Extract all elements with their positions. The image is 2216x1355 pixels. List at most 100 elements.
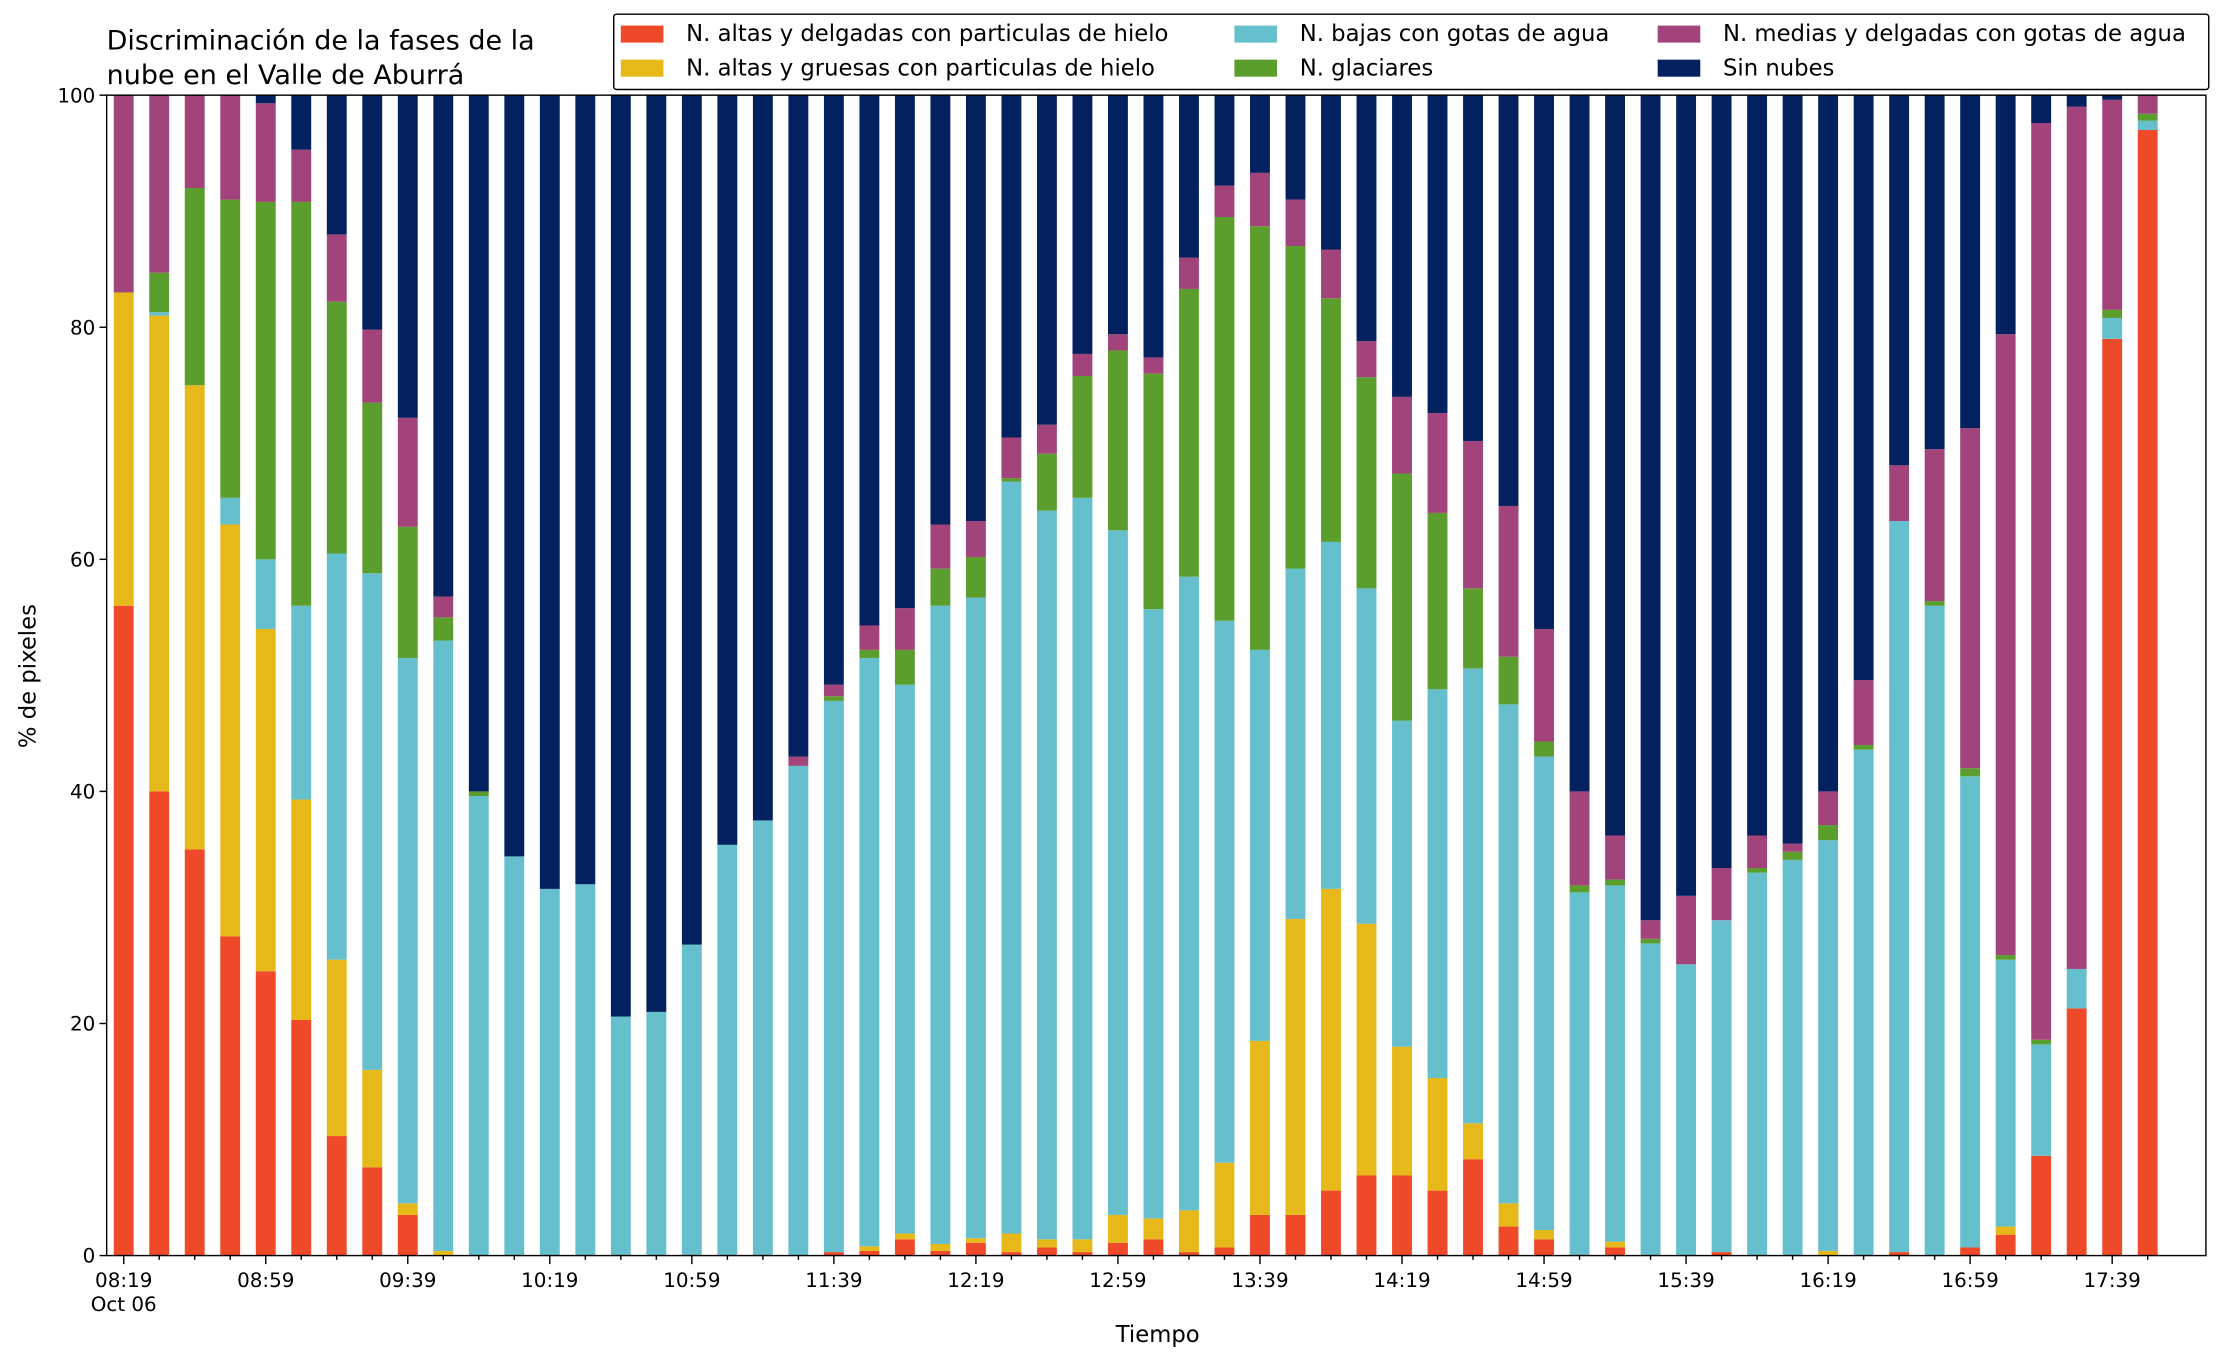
bar-segment — [291, 95, 312, 150]
bar-segment — [149, 315, 170, 792]
bar-segment — [1143, 373, 1164, 610]
bar-segment — [1889, 465, 1910, 522]
bar-segment — [1924, 95, 1945, 450]
bar-segment — [468, 796, 489, 1256]
bar-segment — [1605, 835, 1626, 880]
bar-segment — [326, 234, 347, 302]
bar-segment — [504, 856, 525, 1256]
bar-segment — [894, 95, 915, 609]
bar-segment — [1321, 888, 1341, 1191]
bar-segment — [1534, 1230, 1554, 1240]
bar-segment — [646, 95, 667, 1012]
bar-segment — [965, 521, 986, 558]
bar-segment — [894, 649, 915, 685]
bar-segment — [1356, 341, 1377, 378]
bar-segment — [291, 1020, 312, 1256]
bar-segment — [717, 844, 738, 1256]
bar-segment — [859, 625, 880, 650]
bar-segment — [291, 201, 312, 606]
bar-segment — [468, 95, 489, 792]
bar-segment — [1782, 851, 1803, 860]
bar-segment — [1036, 95, 1057, 425]
legend-swatch — [1657, 59, 1701, 77]
bar-segment — [1924, 449, 1945, 602]
x-tick-label: 08:19 — [95, 1269, 152, 1292]
bar-segment — [1711, 867, 1732, 921]
bar-segment — [823, 1252, 844, 1256]
bar-segment — [2031, 123, 2052, 1040]
y-tick-label: 80 — [70, 316, 95, 339]
bar-segment — [1392, 1175, 1412, 1256]
bar-segment — [397, 1214, 418, 1256]
bar-segment — [2102, 99, 2123, 310]
bar-segment — [1498, 1203, 1519, 1227]
bar-segment — [1676, 895, 1697, 965]
bar-segment — [1463, 440, 1483, 589]
bar-segment — [1143, 1239, 1164, 1256]
bar-segment — [1747, 95, 1768, 836]
bar-segment — [1782, 95, 1803, 844]
bar-segment — [433, 1250, 454, 1256]
x-tick-label: 12:19 — [947, 1269, 1004, 1292]
bar-segment — [1250, 95, 1270, 173]
bar-segment — [1960, 768, 1981, 777]
bar-segment — [2102, 309, 2123, 318]
bar-segment — [1108, 1242, 1128, 1256]
x-tick-label: 17:39 — [2084, 1269, 2141, 1292]
bar-segment — [1427, 413, 1448, 513]
bar-segment — [788, 95, 809, 757]
bar-segment — [2066, 968, 2087, 1009]
bar-segment — [717, 95, 738, 845]
bar-segment — [1321, 541, 1341, 889]
bar-segment — [1534, 628, 1554, 742]
bar-segment — [1960, 1247, 1981, 1256]
x-tick-label: 14:19 — [1373, 1269, 1430, 1292]
bar-segment — [1356, 1175, 1377, 1256]
bar-segment — [1605, 1241, 1626, 1248]
bar-segment — [1214, 1247, 1235, 1256]
bar-segment — [1605, 879, 1626, 886]
bar-segment — [1676, 964, 1697, 1256]
bar-segment — [1463, 588, 1483, 669]
bar-segment — [1143, 357, 1164, 374]
bar-segment — [149, 272, 170, 313]
bar-segment — [113, 292, 134, 606]
bar-segment — [539, 95, 560, 889]
bar-segment — [1392, 1046, 1412, 1176]
bar-segment — [1569, 95, 1590, 792]
bar-segment — [1605, 95, 1626, 836]
bar-segment — [1250, 1040, 1270, 1215]
legend-swatch — [620, 59, 664, 77]
bar-segment — [291, 605, 312, 800]
legend-swatch — [620, 25, 664, 43]
bar-segment — [1711, 1252, 1732, 1256]
bar-segment — [1640, 943, 1661, 1256]
bar-segment — [1356, 377, 1377, 589]
bar-segment — [1108, 530, 1128, 1215]
x-tick-label: 16:59 — [1942, 1269, 1999, 1292]
bar-segment — [610, 95, 631, 1017]
bar-segment — [220, 936, 241, 1256]
bar-segment — [1605, 885, 1626, 1242]
bar-segment — [1179, 288, 1199, 577]
bar-segment — [1676, 95, 1697, 896]
bar-segment — [1960, 428, 1981, 769]
legend-swatch — [1657, 25, 1701, 43]
bar-segment — [1818, 791, 1839, 826]
bar-segment — [433, 617, 454, 641]
bar-segment — [1143, 95, 1164, 358]
y-tick-label: 0 — [83, 1245, 96, 1268]
bar-segment — [1108, 350, 1128, 531]
bar-segment — [1214, 1162, 1235, 1248]
bar-segment — [1285, 199, 1306, 247]
bar-segment — [1818, 840, 1839, 1251]
bar-segment — [930, 95, 951, 525]
bar-segment — [575, 95, 596, 885]
bar-segment — [1747, 872, 1768, 1256]
bar-segment — [1143, 609, 1164, 1219]
bar-segment — [823, 684, 844, 697]
bar-segment — [575, 884, 596, 1256]
bar-segment — [220, 524, 241, 937]
bar-segment — [539, 888, 560, 1256]
bar-segment — [397, 1203, 418, 1215]
